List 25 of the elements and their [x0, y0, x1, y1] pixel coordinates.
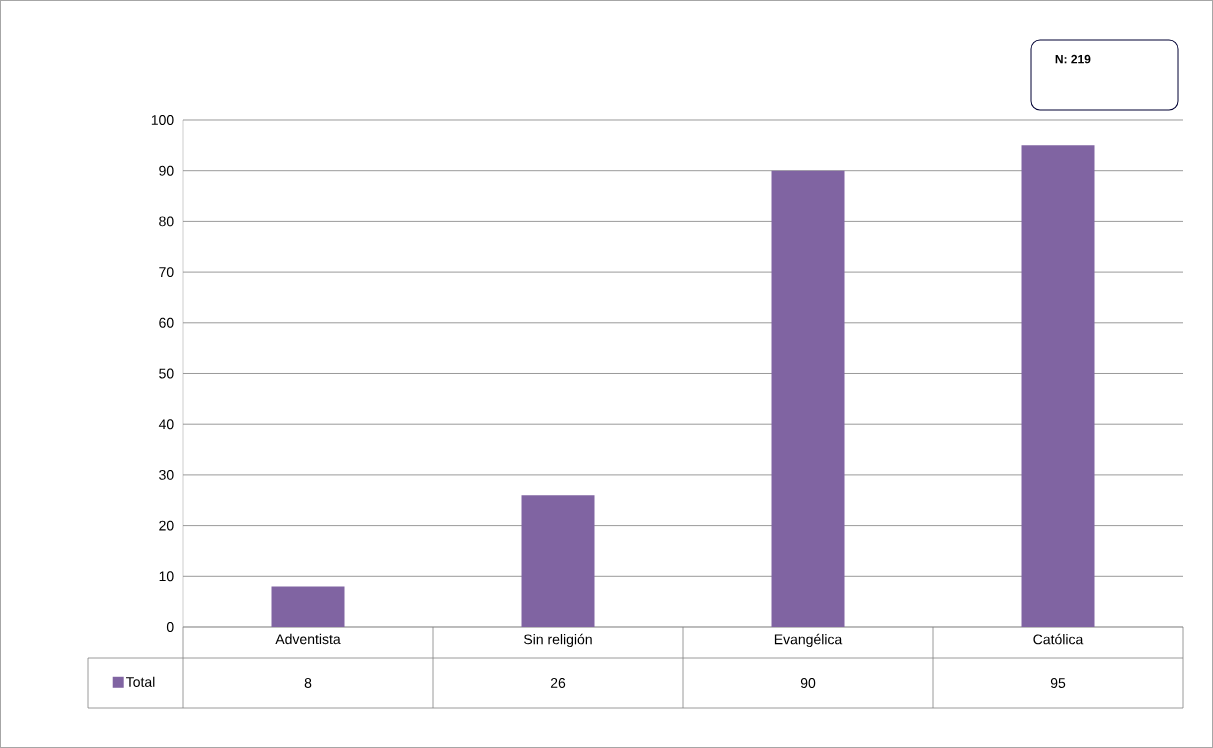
- x-tick-label: Adventista: [275, 633, 341, 645]
- x-tick-label: Sin religión: [524, 633, 592, 648]
- data-label: 95: [1050, 678, 1066, 688]
- y-tick-label: 40: [158, 419, 174, 430]
- legend-label: Total: [126, 676, 155, 687]
- bar: [521, 495, 595, 627]
- text: N: 219: [1055, 54, 1091, 64]
- y-tick-label: 0: [166, 622, 174, 632]
- y-tick-label: 60: [159, 317, 174, 328]
- y-tick-label: 50: [159, 368, 174, 379]
- y-tick-label: 20: [159, 520, 174, 531]
- y-tick-label: 70: [159, 267, 174, 278]
- x-tick-label: Católica: [1033, 633, 1084, 645]
- y-tick-label: 30: [159, 469, 174, 480]
- data-label: 90: [800, 678, 816, 688]
- bar: [1021, 145, 1095, 627]
- y-tick-label: 100: [151, 115, 174, 125]
- bar: [771, 170, 845, 627]
- y-tick-label: 10: [159, 571, 174, 582]
- x-tick-label: Evangélica: [774, 633, 843, 648]
- y-tick-label: 90: [159, 165, 174, 176]
- bar: [271, 586, 345, 627]
- y-tick-label: 80: [159, 216, 174, 227]
- data-label: 26: [550, 678, 566, 688]
- data-label: 8: [304, 678, 312, 688]
